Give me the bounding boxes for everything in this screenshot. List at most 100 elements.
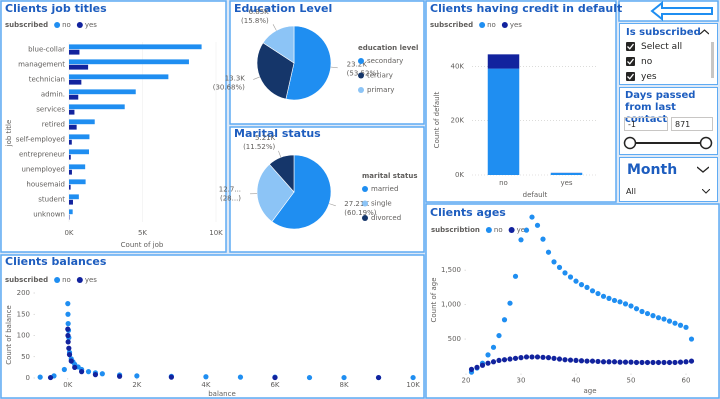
data-label: (30.68%): [213, 83, 245, 91]
point: [688, 336, 695, 342]
slider-handle[interactable]: [623, 136, 637, 150]
legend-marker: [54, 22, 61, 28]
bar: [69, 154, 71, 160]
slicer-option[interactable]: no: [626, 54, 711, 69]
y-tick-label: 0: [26, 374, 30, 382]
option-label[interactable]: Select all: [641, 41, 683, 52]
point: [168, 374, 174, 380]
y-tick-label: 0K: [455, 171, 464, 179]
point: [551, 355, 557, 361]
y-tick-label: unknown: [33, 211, 65, 219]
point: [116, 373, 123, 379]
bar: [69, 149, 89, 155]
leader-line: [253, 76, 260, 80]
x-tick-label: 60: [682, 377, 691, 385]
y-tick-label: 20K: [451, 117, 465, 125]
point: [534, 354, 541, 360]
point: [628, 359, 634, 365]
point: [639, 359, 645, 366]
point: [65, 326, 71, 332]
point: [410, 374, 416, 381]
point: [551, 259, 557, 265]
range-slider[interactable]: [620, 136, 716, 150]
point: [556, 264, 563, 270]
back-arrow[interactable]: [650, 0, 713, 22]
option-label[interactable]: yes: [641, 71, 657, 82]
point: [677, 359, 684, 365]
checkbox[interactable]: [626, 72, 635, 81]
point: [683, 324, 689, 330]
point: [600, 293, 607, 299]
slicer-option[interactable]: Select all: [626, 39, 711, 54]
y-tick-label: 100: [17, 332, 30, 340]
point: [66, 352, 73, 358]
point: [573, 357, 579, 364]
point: [65, 321, 71, 327]
data-label: (28...): [220, 195, 241, 203]
slider-handle[interactable]: [699, 136, 713, 150]
y-tick-label: technician: [29, 76, 65, 84]
point: [99, 371, 105, 377]
bar: [69, 199, 73, 205]
bar: [69, 179, 86, 185]
legend-marker: [362, 186, 368, 192]
legend-marker: [508, 227, 515, 233]
slicer-title: Month: [627, 162, 678, 178]
point: [688, 358, 695, 364]
x-tick-label: no: [499, 179, 508, 187]
point: [65, 301, 71, 307]
x-tick-label: 4K: [201, 381, 210, 389]
pie-slice: [256, 163, 295, 223]
point: [61, 366, 67, 373]
bar: [550, 172, 583, 175]
bar: [69, 109, 75, 115]
legend-marker: [76, 22, 83, 28]
point: [661, 316, 667, 322]
point: [66, 345, 72, 351]
legend-label: no: [487, 21, 496, 29]
point: [272, 374, 278, 381]
data-label: 27.21K: [344, 200, 369, 208]
y-tick-label: 500: [448, 335, 461, 343]
point: [622, 359, 629, 365]
point: [617, 299, 623, 305]
collapse-icon[interactable]: [697, 166, 709, 173]
option-label[interactable]: no: [641, 56, 653, 67]
checkbox[interactable]: [626, 57, 635, 66]
bar: [69, 104, 125, 110]
range-max-input[interactable]: 871: [671, 117, 713, 131]
pie-slice: [256, 42, 295, 100]
scrollbar[interactable]: [711, 42, 714, 78]
legend-label: yes: [517, 226, 529, 234]
slicer-title: Is subscribed: [626, 27, 701, 38]
slicer-options: Select all no yes: [626, 39, 711, 84]
point: [65, 311, 71, 317]
point: [666, 318, 673, 324]
bar: [69, 184, 71, 190]
point: [496, 357, 502, 364]
bar: [69, 49, 80, 55]
point: [375, 374, 382, 381]
range-min-input[interactable]: -1: [624, 117, 668, 131]
month-dropdown[interactable]: All: [626, 185, 710, 198]
dropdown-value[interactable]: All: [626, 187, 636, 196]
y-tick-label: entrepreneur: [19, 151, 65, 159]
chart-title: Clients balances: [5, 255, 107, 268]
legend-label: no: [62, 21, 71, 29]
slicer-option[interactable]: yes: [626, 69, 711, 84]
x-axis-label: balance: [208, 390, 236, 398]
collapse-icon[interactable]: [700, 29, 709, 35]
point: [617, 359, 623, 365]
leader-line: [272, 24, 277, 31]
legend-title: education level: [358, 44, 418, 52]
checkbox[interactable]: [626, 42, 635, 51]
point: [672, 359, 678, 366]
point: [584, 284, 590, 290]
legend-marker: [501, 22, 508, 28]
point: [65, 339, 71, 345]
x-axis-label: Count of job: [121, 241, 164, 249]
panel: [0, 254, 425, 399]
point: [584, 358, 590, 364]
x-tick-label: 5K: [138, 229, 147, 237]
